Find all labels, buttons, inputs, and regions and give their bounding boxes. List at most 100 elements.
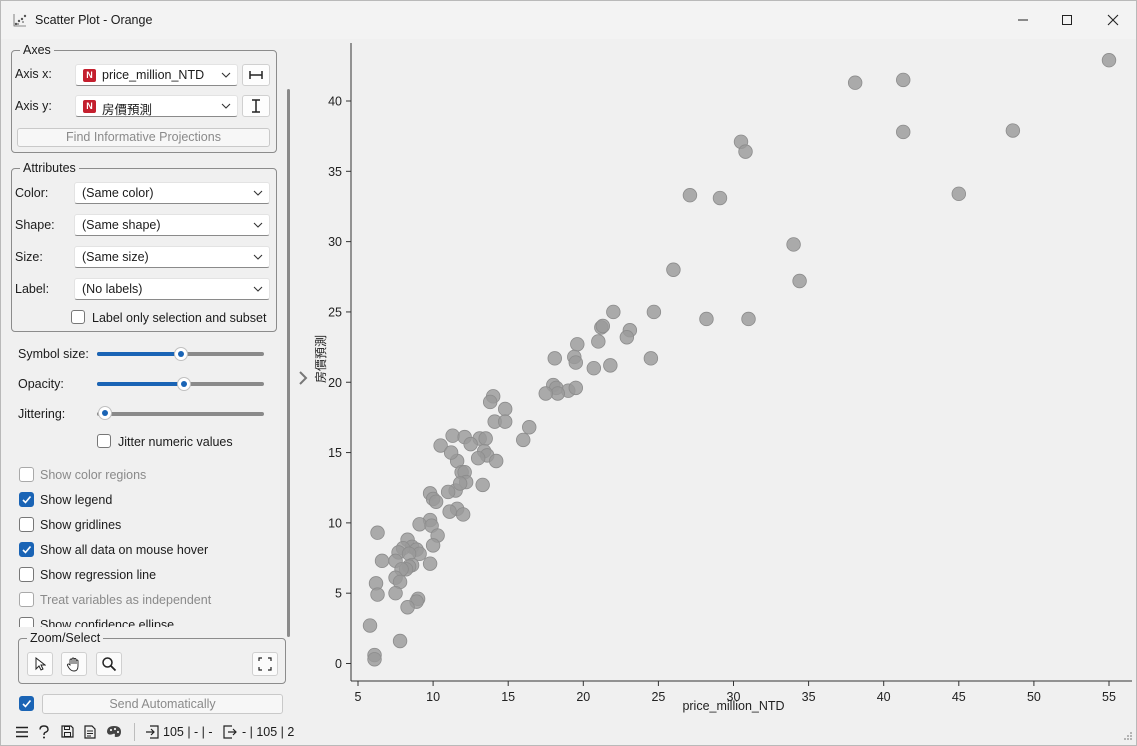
data-point[interactable] [400, 600, 415, 615]
data-point[interactable] [603, 358, 618, 373]
find-informative-projections-button[interactable]: Find Informative Projections [17, 128, 270, 147]
label-combo[interactable]: (No labels) [74, 278, 270, 300]
report-icon[interactable] [84, 725, 96, 739]
data-point[interactable] [847, 75, 863, 90]
data-point[interactable] [463, 436, 478, 452]
data-point[interactable] [792, 273, 807, 289]
data-point[interactable] [606, 304, 621, 320]
hamburger-icon[interactable] [15, 726, 29, 738]
axis-x-range-button[interactable] [242, 64, 270, 86]
data-point[interactable] [428, 494, 444, 509]
data-point[interactable] [712, 190, 728, 206]
jitter-numeric-checkbox[interactable] [97, 434, 111, 448]
help-icon[interactable] [38, 725, 50, 739]
data-point[interactable] [433, 438, 448, 453]
maximize-button[interactable] [1044, 7, 1090, 33]
option-checkbox[interactable] [19, 517, 34, 532]
data-point[interactable] [738, 144, 753, 159]
reset-zoom-button[interactable] [252, 652, 278, 676]
data-point[interactable] [699, 311, 714, 327]
data-point[interactable] [440, 484, 456, 500]
zoom-tool-button[interactable] [96, 652, 122, 676]
data-point[interactable] [643, 351, 659, 366]
symbol-size-slider[interactable] [173, 347, 188, 361]
axis-y-range-button[interactable] [242, 95, 270, 117]
data-point[interactable] [425, 538, 441, 553]
scatter-plot[interactable]: 5 10 15 20 25 30 35 40 45 50 55 0 5 10 15 20 25 30 35 40 pri… [297, 39, 1136, 719]
data-point[interactable] [422, 556, 438, 571]
select-tool-button[interactable] [27, 652, 53, 676]
data-point[interactable] [1101, 53, 1117, 68]
data-point[interactable] [367, 652, 382, 667]
data-point[interactable] [619, 330, 635, 345]
data-point[interactable] [412, 517, 427, 532]
data-point[interactable] [388, 585, 403, 601]
data-point[interactable] [666, 262, 681, 277]
pan-tool-button[interactable] [61, 652, 87, 676]
data-point[interactable] [455, 507, 471, 522]
data-point[interactable] [470, 450, 486, 466]
data-point[interactable] [741, 311, 756, 327]
data-point[interactable] [682, 188, 698, 203]
close-button[interactable] [1090, 7, 1136, 33]
option-checkbox[interactable] [19, 492, 34, 507]
axis-y-combo[interactable]: N 房價預測 [75, 95, 238, 117]
minimize-button[interactable] [1000, 7, 1046, 33]
data-point[interactable] [951, 186, 967, 202]
save-icon[interactable] [61, 725, 74, 738]
axis-x-combo[interactable]: N price_million_NTD [75, 64, 238, 86]
data-point[interactable] [442, 504, 457, 519]
data-point[interactable] [497, 414, 513, 429]
data-point[interactable] [1005, 123, 1021, 138]
x-tick-label: 10 [426, 690, 440, 704]
opacity-slider[interactable] [176, 377, 191, 391]
data-point[interactable] [370, 525, 385, 540]
data-point[interactable] [370, 587, 385, 602]
jittering-slider[interactable] [98, 406, 112, 420]
data-point[interactable] [786, 237, 801, 252]
data-point[interactable] [595, 318, 611, 334]
chevron-down-icon [253, 222, 263, 228]
data-point[interactable] [538, 386, 553, 401]
data-point[interactable] [443, 445, 459, 460]
data-point[interactable] [516, 432, 531, 448]
data-point[interactable] [896, 72, 911, 88]
send-automatically-checkbox[interactable] [19, 696, 34, 711]
option-checkbox[interactable] [19, 542, 34, 557]
color-value: (Same color) [82, 186, 154, 200]
data-point[interactable] [445, 428, 460, 443]
data-point[interactable] [568, 355, 583, 370]
data-point[interactable] [362, 618, 378, 633]
data-point[interactable] [497, 401, 513, 417]
data-point[interactable] [646, 304, 662, 320]
panel-scrollbar[interactable] [287, 89, 290, 637]
data-point[interactable] [586, 360, 602, 376]
data-point[interactable] [550, 386, 565, 401]
data-point[interactable] [896, 124, 911, 140]
data-point[interactable] [522, 420, 537, 435]
data-point[interactable] [568, 380, 583, 396]
data-point[interactable] [482, 394, 498, 410]
resize-grip-icon[interactable] [1123, 731, 1133, 741]
shape-combo[interactable]: (Same shape) [74, 214, 270, 236]
data-point[interactable] [374, 553, 390, 569]
data-point[interactable] [591, 334, 606, 349]
data-point[interactable] [475, 477, 490, 493]
send-automatically-button[interactable]: Send Automatically [42, 694, 283, 714]
scatter-app-icon [13, 14, 27, 27]
data-point[interactable] [452, 476, 468, 491]
size-combo[interactable]: (Same size) [74, 246, 270, 268]
color-combo[interactable]: (Same color) [74, 182, 270, 204]
opacity-fill [97, 382, 184, 386]
data-point[interactable] [478, 431, 493, 446]
data-point[interactable] [570, 337, 585, 352]
palette-icon[interactable] [105, 724, 123, 740]
data-point[interactable] [547, 351, 562, 366]
x-tick-label: 30 [727, 690, 741, 704]
option-checkbox[interactable] [19, 567, 34, 582]
label-only-selection-checkbox[interactable] [71, 310, 85, 324]
data-point[interactable] [392, 633, 408, 649]
collapse-panel-icon[interactable] [299, 371, 308, 385]
option-checkbox[interactable] [19, 617, 34, 627]
data-point[interactable] [488, 453, 504, 469]
